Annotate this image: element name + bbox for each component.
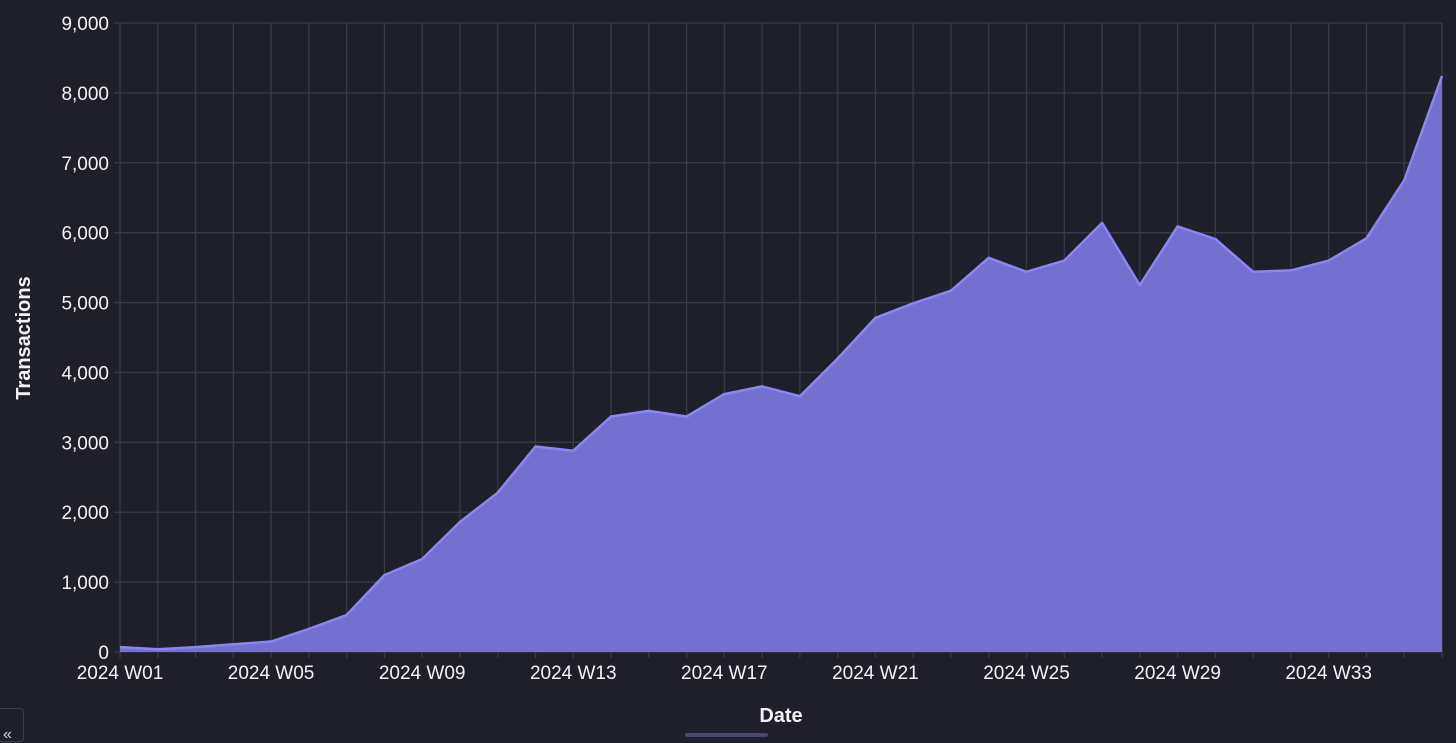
scroll-handle[interactable] <box>685 733 768 737</box>
x-axis-title: Date <box>759 705 802 727</box>
x-tick-label: 2024 W17 <box>681 663 768 684</box>
y-tick-label: 9,000 <box>61 14 109 35</box>
x-axis-ticks: 2024 W01 2024 W05 2024 W09 2024 W13 2024 W17… <box>77 663 1372 684</box>
area-line <box>119 75 1444 651</box>
x-tick-label: 2024 W21 <box>832 663 919 684</box>
x-tick-label: 2024 W29 <box>1134 663 1221 684</box>
y-tick-label: 8,000 <box>61 84 109 105</box>
y-tick-label: 4,000 <box>61 363 109 384</box>
y-tick-label: 5,000 <box>61 294 109 315</box>
y-tick-label: 7,000 <box>61 154 109 175</box>
x-tick-label: 2024 W25 <box>983 663 1070 684</box>
x-tick-label: 2024 W33 <box>1285 663 1372 684</box>
double-chevron-left-icon: « <box>3 726 12 743</box>
collapse-sidebar-button[interactable]: « <box>0 708 24 743</box>
x-tick-label: 2024 W01 <box>77 663 164 684</box>
area-series <box>119 75 1444 653</box>
y-tick-label: 1,000 <box>61 573 109 594</box>
x-tick-label: 2024 W09 <box>379 663 466 684</box>
y-axis-ticks: 0 1,000 2,000 3,000 4,000 5,000 6,000 7,000 8,00… <box>61 14 109 664</box>
y-tick-label: 3,000 <box>61 433 109 454</box>
x-tick-label: 2024 W05 <box>228 663 315 684</box>
y-tick-label: 6,000 <box>61 224 109 245</box>
y-axis-title: Transactions <box>13 276 35 399</box>
y-tick-label: 0 <box>98 643 109 664</box>
x-tick-label: 2024 W13 <box>530 663 617 684</box>
area-fill <box>120 76 1442 653</box>
y-tick-label: 2,000 <box>61 503 109 524</box>
